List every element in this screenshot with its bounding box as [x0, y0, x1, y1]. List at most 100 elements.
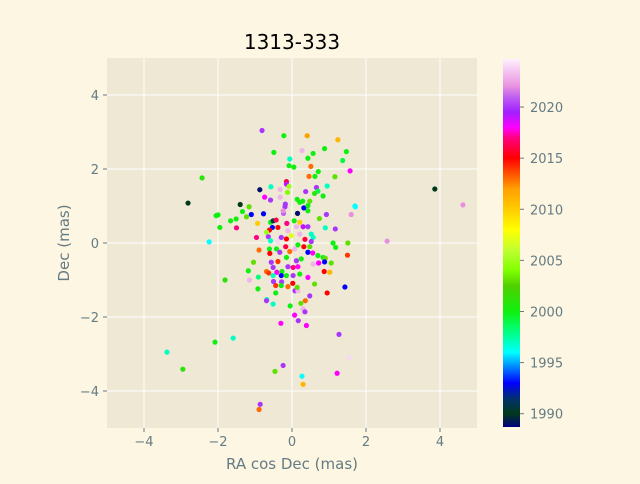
data-point: [336, 331, 342, 337]
data-point: [227, 218, 234, 224]
data-point: [265, 234, 271, 240]
y-tick-label: 0: [91, 237, 99, 252]
data-point: [286, 163, 292, 169]
colorbar-tick-label: 2020: [530, 101, 563, 116]
data-point: [256, 247, 262, 253]
data-point: [297, 231, 303, 237]
data-point: [253, 234, 260, 241]
data-point: [348, 211, 354, 218]
data-point: [305, 208, 311, 214]
data-point: [268, 184, 274, 190]
data-point: [297, 219, 303, 225]
data-point: [301, 244, 307, 250]
data-point: [310, 250, 316, 256]
data-point: [294, 284, 300, 290]
data-point: [299, 373, 305, 379]
data-point: [305, 155, 311, 161]
chart-title: 1313-333: [244, 30, 340, 54]
y-axis-label: Dec (mas): [55, 204, 73, 281]
data-point: [273, 290, 279, 296]
data-point: [277, 249, 283, 255]
data-point: [285, 264, 291, 270]
data-point: [273, 246, 280, 252]
data-point: [283, 254, 290, 261]
data-point: [260, 211, 267, 217]
data-point: [222, 277, 228, 283]
data-point: [300, 198, 306, 204]
data-point: [267, 238, 274, 244]
data-point: [432, 186, 438, 192]
data-point: [180, 366, 186, 372]
data-point: [230, 335, 236, 341]
data-point: [460, 202, 466, 208]
data-point: [306, 173, 312, 179]
x-tick-label: 0: [288, 435, 296, 450]
data-point: [332, 174, 338, 180]
data-point: [278, 320, 284, 326]
data-point: [233, 225, 240, 231]
data-point: [333, 244, 339, 251]
data-point: [300, 381, 306, 387]
data-point: [266, 246, 273, 252]
data-point: [270, 272, 276, 279]
data-point: [310, 150, 316, 157]
colorbar: [503, 59, 520, 427]
data-point: [293, 258, 300, 264]
data-point: [311, 190, 318, 197]
data-point: [330, 240, 336, 246]
data-point: [268, 259, 274, 265]
x-axis-ticks: −4 −2 0 2 4: [134, 428, 444, 450]
data-point: [321, 259, 328, 265]
data-point: [324, 290, 330, 296]
data-point: [275, 238, 281, 244]
data-point: [281, 133, 287, 139]
y-tick-label: −4: [80, 385, 99, 400]
data-point: [346, 354, 352, 360]
data-point: [283, 236, 290, 242]
data-point: [315, 252, 321, 259]
data-point: [307, 244, 313, 250]
data-point: [285, 284, 291, 290]
x-tick-label: −4: [134, 435, 153, 450]
data-point: [303, 188, 309, 195]
data-point: [273, 217, 279, 223]
data-point: [297, 271, 303, 277]
data-point: [273, 282, 279, 289]
data-point: [275, 224, 281, 231]
data-point: [295, 242, 301, 248]
data-point: [213, 213, 219, 219]
data-point: [295, 318, 301, 324]
data-point: [352, 204, 358, 210]
data-point: [298, 300, 304, 306]
data-point: [340, 157, 346, 164]
data-point: [246, 204, 252, 210]
data-point: [287, 303, 293, 309]
data-point: [266, 270, 272, 276]
colorbar-tick-label: 2000: [530, 305, 563, 320]
data-point: [347, 168, 353, 174]
data-point: [302, 298, 308, 304]
data-point: [308, 238, 314, 245]
data-point: [285, 228, 291, 234]
data-point: [279, 268, 285, 275]
data-point: [323, 211, 330, 218]
data-point: [291, 218, 297, 224]
data-point: [246, 277, 253, 283]
data-point: [270, 264, 276, 271]
data-point: [291, 246, 298, 252]
data-point: [243, 214, 250, 220]
colorbar-tick-label: 2015: [530, 152, 563, 167]
data-point: [267, 197, 274, 203]
data-point: [262, 194, 268, 200]
data-point: [301, 205, 307, 211]
data-point: [272, 368, 278, 374]
data-point: [305, 224, 311, 230]
data-point: [275, 258, 281, 265]
data-point: [288, 233, 294, 239]
data-point: [255, 286, 261, 292]
data-point: [263, 229, 270, 235]
data-point: [320, 193, 326, 199]
data-point: [287, 156, 293, 162]
data-point: [280, 208, 286, 214]
